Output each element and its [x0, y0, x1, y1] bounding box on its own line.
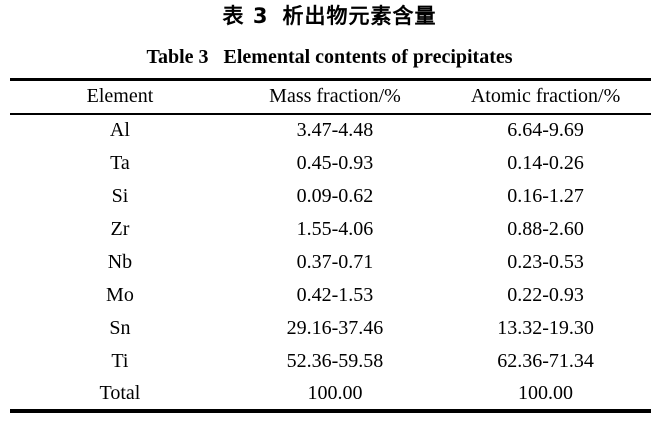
- atomic-fraction-cell: 100.00: [518, 381, 574, 404]
- mass-fraction-cell: 52.36-59.58: [286, 349, 384, 372]
- atomic-fraction-cell: 62.36-71.34: [497, 349, 594, 372]
- table-caption-chinese: 表 3 析出物元素含量: [0, 0, 659, 30]
- table-row: Ta 0.45-0.93 0.14-0.26: [10, 147, 651, 180]
- table-row-total: Total 100.00 100.00: [10, 378, 651, 411]
- table-caption-chinese-text: 析出物元素含量: [282, 4, 437, 28]
- atomic-fraction-cell: 0.23-0.53: [507, 250, 584, 273]
- precipitates-table: Element Mass fraction/% Atomic fraction/…: [10, 78, 651, 413]
- column-header-atomic-fraction: Atomic fraction/%: [470, 85, 621, 108]
- atomic-fraction-cell: 0.16-1.27: [507, 184, 584, 207]
- table-row: Mo 0.42-1.53 0.22-0.93: [10, 279, 651, 312]
- mass-fraction-cell: 0.37-0.71: [296, 250, 374, 273]
- atomic-fraction-cell: 0.14-0.26: [507, 151, 584, 174]
- table-row: Zr 1.55-4.06 0.88-2.60: [10, 213, 651, 246]
- element-cell: Si: [111, 184, 129, 207]
- mass-fraction-cell: 1.55-4.06: [296, 217, 374, 240]
- table-caption-english-text: Elemental contents of precipitates: [223, 46, 513, 68]
- mass-fraction-cell: 29.16-37.46: [286, 316, 384, 339]
- mass-fraction-cell: 0.45-0.93: [296, 151, 374, 174]
- atomic-fraction-cell: 0.22-0.93: [507, 283, 584, 306]
- element-cell: Ta: [110, 151, 130, 174]
- column-header-mass-fraction: Mass fraction/%: [269, 85, 401, 108]
- column-header-element: Element: [86, 85, 154, 108]
- atomic-fraction-cell: 0.88-2.60: [507, 217, 584, 240]
- mass-fraction-cell: 0.42-1.53: [296, 283, 374, 306]
- table-row: Nb 0.37-0.71 0.23-0.53: [10, 246, 651, 279]
- mass-fraction-cell: 3.47-4.48: [296, 119, 374, 141]
- table-row: Al 3.47-4.48 6.64-9.69: [10, 114, 651, 147]
- mass-fraction-cell: 100.00: [307, 381, 363, 404]
- element-cell: Total: [99, 381, 141, 404]
- table-row: Sn 29.16-37.46 13.32-19.30: [10, 312, 651, 345]
- header-row: Element Mass fraction/% Atomic fraction/…: [10, 80, 651, 114]
- table-caption-english: Table 3 Elemental contents of precipitate…: [0, 45, 659, 70]
- table-caption-chinese-label: 表 3: [222, 4, 269, 28]
- element-cell: Mo: [106, 283, 134, 306]
- element-cell: Zr: [110, 217, 130, 240]
- table-caption-english-label: Table 3: [146, 46, 209, 68]
- table-row: Si 0.09-0.62 0.16-1.27: [10, 180, 651, 213]
- mass-fraction-cell: 0.09-0.62: [296, 184, 374, 207]
- element-cell: Nb: [107, 250, 133, 273]
- element-cell: Sn: [109, 316, 131, 339]
- table-row: Ti 52.36-59.58 62.36-71.34: [10, 345, 651, 378]
- element-cell: Al: [109, 119, 130, 141]
- atomic-fraction-cell: 6.64-9.69: [507, 119, 584, 141]
- element-cell: Ti: [111, 349, 129, 372]
- atomic-fraction-cell: 13.32-19.30: [497, 316, 594, 339]
